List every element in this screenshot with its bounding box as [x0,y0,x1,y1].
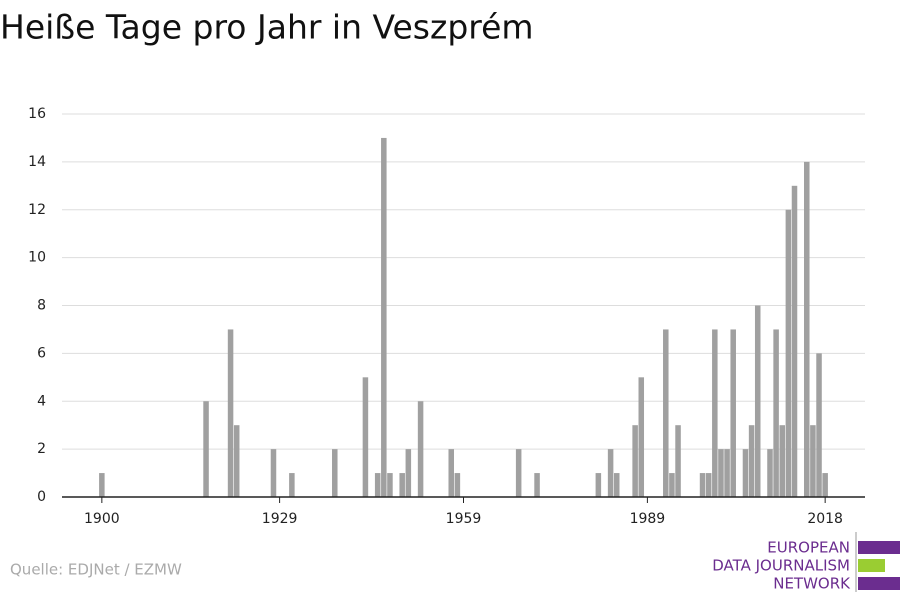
bar [203,401,209,497]
x-tick-label: 2018 [807,511,843,527]
bar [289,473,295,497]
y-tick-label: 2 [37,441,46,457]
bar [332,449,338,497]
bar [362,377,369,497]
chart-title: Heiße Tage pro Jahr in Veszprém [0,8,534,47]
bar [387,473,393,497]
logo-bar [858,541,900,554]
x-tick-label: 1929 [262,511,298,527]
bar [773,329,779,497]
bar [718,449,724,497]
bar [233,425,240,497]
bar [663,329,669,497]
logo-text: DATA JOURNALISM [712,557,850,575]
logo: EUROPEAN DATA JOURNALISM NETWORK [712,532,900,593]
y-tick-label: 10 [28,250,46,266]
logo-text: EUROPEAN [767,539,850,557]
bar [742,449,749,497]
x-tick-label: 1900 [84,511,120,527]
bar [381,137,387,497]
bar [804,161,810,497]
y-tick-label: 4 [37,393,46,409]
bar [816,353,822,497]
bar [791,185,798,497]
bar [724,449,730,497]
bar [822,473,828,497]
bar [730,329,736,497]
bar [699,473,706,497]
bar [810,425,816,497]
bar [270,449,277,497]
bar [448,449,454,497]
bar [712,329,718,497]
bar [669,473,675,497]
bar [227,329,234,497]
bar [613,473,620,497]
bar [779,425,786,497]
bar [99,473,105,497]
y-tick-label: 6 [37,345,46,361]
x-tick-label: 1959 [446,511,482,527]
bar [705,473,712,497]
bar [754,305,761,497]
bar [785,209,792,497]
bar [607,449,614,497]
bar [632,425,638,497]
bar [638,377,645,497]
bar [767,449,773,497]
y-tick-label: 8 [37,298,46,314]
bar [515,449,522,497]
bar [675,425,681,497]
logo-text: NETWORK [773,575,851,593]
bar [405,449,412,497]
logo-bar [858,577,900,590]
bar [595,473,602,497]
bar [417,401,424,497]
y-tick-label: 0 [37,489,46,505]
bar [399,473,405,497]
y-tick-label: 16 [28,106,46,122]
bar [748,425,755,497]
logo-bar [858,559,885,572]
bar [374,473,381,497]
x-tick-label: 1989 [630,511,666,527]
bar [454,473,461,497]
y-tick-label: 12 [28,202,46,218]
bar [534,473,540,497]
source: Quelle: EDJNet / EZMW [10,561,182,579]
y-tick-label: 14 [28,154,46,170]
